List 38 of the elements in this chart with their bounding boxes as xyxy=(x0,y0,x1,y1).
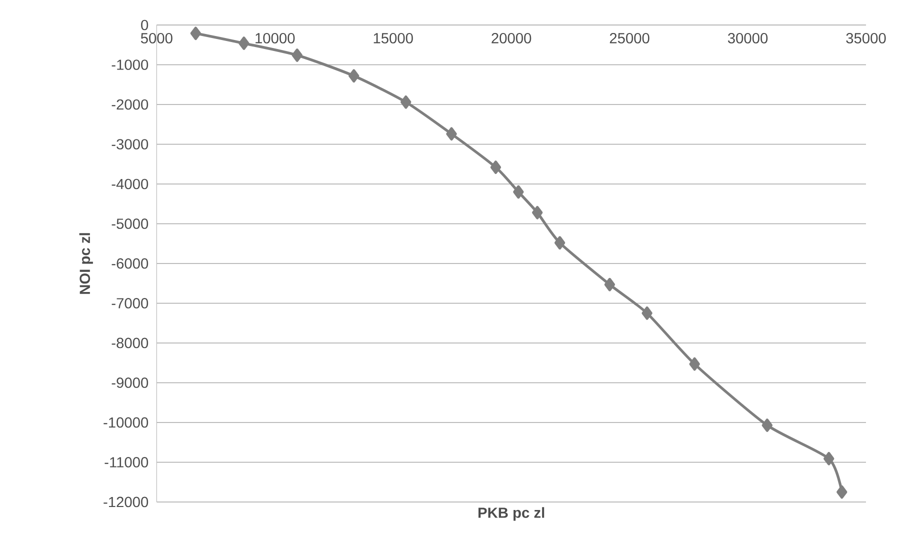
y-tick-label: -3000 xyxy=(112,139,148,150)
point xyxy=(836,485,848,499)
point xyxy=(689,357,700,371)
y-tick-label: -6000 xyxy=(112,258,148,269)
point xyxy=(554,236,566,250)
point xyxy=(348,69,360,83)
point xyxy=(446,127,457,141)
x-tick-label: 15000 xyxy=(374,33,413,44)
point xyxy=(824,452,834,466)
y-axis-title: NOI pc zl xyxy=(79,233,93,294)
point xyxy=(238,36,250,50)
x-tick-label: 10000 xyxy=(256,33,295,44)
y-tick-label: -5000 xyxy=(112,218,148,229)
y-tick-label: -4000 xyxy=(112,178,148,190)
y-tick-label: -8000 xyxy=(112,338,148,348)
x-tick-label: 30000 xyxy=(728,33,768,44)
point xyxy=(513,185,524,199)
y-tick-label: -2000 xyxy=(112,99,148,110)
y-tick-label: -10000 xyxy=(104,417,148,428)
point xyxy=(762,418,772,432)
y-tick-label: 0 xyxy=(141,20,148,30)
x-tick-label: 20000 xyxy=(492,33,532,44)
point xyxy=(532,206,543,220)
y-tick-label: -1000 xyxy=(112,60,148,70)
point xyxy=(190,26,202,40)
x-axis-title: PKB pc zl xyxy=(478,507,544,521)
y-tick-label: -12000 xyxy=(104,496,148,508)
y-tick-label: -11000 xyxy=(104,457,148,468)
point xyxy=(604,278,616,292)
point xyxy=(292,48,302,62)
x-tick-label: 35000 xyxy=(846,33,886,44)
y-tick-label: -9000 xyxy=(112,378,148,388)
point xyxy=(490,160,502,174)
x-tick-label: 25000 xyxy=(610,33,650,44)
y-tick-label: -7000 xyxy=(112,298,148,308)
point xyxy=(400,95,412,109)
x-tick-label: 5000 xyxy=(140,33,172,44)
point xyxy=(642,306,652,320)
